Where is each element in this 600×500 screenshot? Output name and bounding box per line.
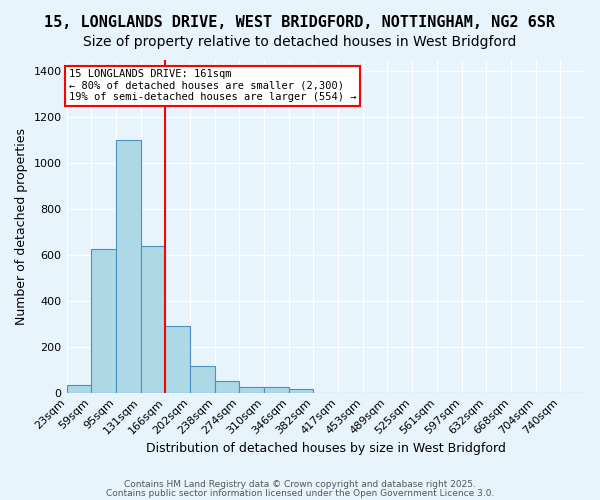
X-axis label: Distribution of detached houses by size in West Bridgford: Distribution of detached houses by size … <box>146 442 506 455</box>
Text: 15, LONGLANDS DRIVE, WEST BRIDGFORD, NOTTINGHAM, NG2 6SR: 15, LONGLANDS DRIVE, WEST BRIDGFORD, NOT… <box>44 15 556 30</box>
Bar <box>67 384 91 392</box>
Bar <box>116 140 140 392</box>
Bar <box>190 366 215 392</box>
Bar <box>91 249 116 392</box>
Text: Contains public sector information licensed under the Open Government Licence 3.: Contains public sector information licen… <box>106 488 494 498</box>
Bar <box>239 387 264 392</box>
Bar <box>165 326 190 392</box>
Y-axis label: Number of detached properties: Number of detached properties <box>15 128 28 325</box>
Bar <box>140 246 165 392</box>
Bar <box>264 387 289 392</box>
Text: Contains HM Land Registry data © Crown copyright and database right 2025.: Contains HM Land Registry data © Crown c… <box>124 480 476 489</box>
Text: 15 LONGLANDS DRIVE: 161sqm
← 80% of detached houses are smaller (2,300)
19% of s: 15 LONGLANDS DRIVE: 161sqm ← 80% of deta… <box>68 69 356 102</box>
Bar <box>289 389 313 392</box>
Bar <box>215 381 239 392</box>
Text: Size of property relative to detached houses in West Bridgford: Size of property relative to detached ho… <box>83 35 517 49</box>
